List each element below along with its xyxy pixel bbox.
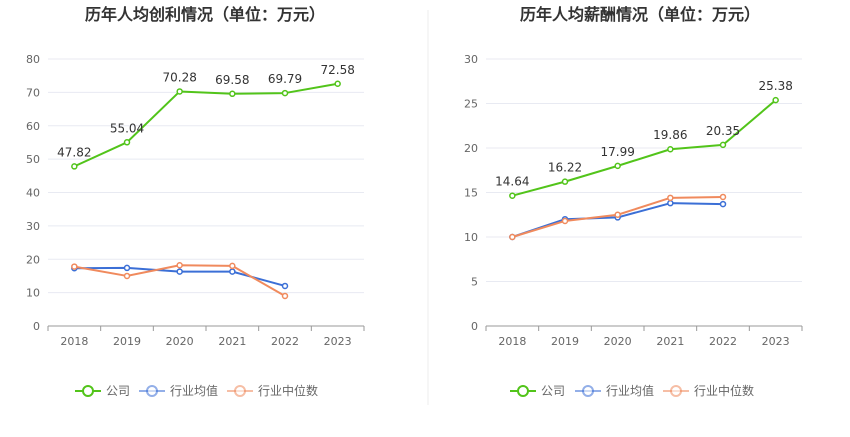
legend-label: 行业中位数: [694, 383, 754, 398]
profit-data-label: 69.79: [268, 72, 302, 86]
profit-data-label: 69.58: [215, 73, 249, 87]
profit-data-label: 47.82: [57, 145, 91, 159]
salary-x-tick-label: 2020: [604, 335, 632, 348]
profit-y-tick-label: 40: [26, 187, 40, 200]
profit-point-company[interactable]: [71, 163, 78, 170]
profit-point-industry_median[interactable]: [176, 262, 183, 269]
salary-point-company[interactable]: [667, 145, 674, 153]
profit-point-industry_median[interactable]: [71, 263, 78, 270]
profit-point-industry_avg[interactable]: [176, 268, 183, 275]
salary-point-company[interactable]: [561, 178, 569, 185]
salary-y-tick-label: 5: [471, 276, 478, 289]
salary-point-industry_median[interactable]: [509, 233, 516, 241]
profit-point-industry_median[interactable]: [281, 292, 289, 300]
salary-data-label: 17.99: [600, 145, 634, 159]
salary-y-tick-label: 25: [464, 98, 478, 111]
salary-y-tick-label: 0: [471, 320, 478, 333]
profit-chart-panel: 历年人均创利情况（单位：万元） 0 10 20 30 40 50 60 70 80 2018 201…: [26, 5, 365, 398]
salary-point-industry_avg[interactable]: [667, 199, 674, 207]
salary-legend-item-industry_median[interactable]: 行业中位数: [663, 383, 754, 398]
legend-label: 公司: [106, 384, 130, 398]
profit-y-tick-label: 10: [26, 287, 40, 300]
salary-y-tick-label: 30: [464, 53, 478, 66]
salary-point-industry_median[interactable]: [561, 217, 569, 225]
profit-x-tick-label: 2022: [271, 335, 299, 348]
salary-data-label: 20.35: [706, 124, 740, 138]
legend-circle-icon: [582, 385, 594, 397]
profit-point-industry_median[interactable]: [229, 262, 236, 270]
profit-point-industry_median[interactable]: [123, 272, 131, 280]
salary-chart-title: 历年人均薪酬情况（单位：万元）: [520, 5, 760, 24]
profit-point-company[interactable]: [281, 89, 289, 97]
profit-data-label: 55.04: [110, 121, 144, 135]
salary-series-line-company: [512, 99, 777, 197]
legend-label: 行业均值: [170, 383, 218, 398]
legend-circle-icon: [146, 385, 158, 397]
profit-y-tick-label: 70: [26, 86, 40, 99]
profit-y-tick-label: 20: [26, 253, 40, 266]
profit-y-tick-label: 0: [33, 320, 40, 333]
profit-x-tick-label: 2021: [218, 335, 246, 348]
profit-y-tick-label: 30: [26, 220, 40, 233]
profit-y-tick-label: 80: [26, 53, 40, 66]
legend-circle-icon: [82, 385, 94, 397]
profit-point-company[interactable]: [123, 139, 131, 146]
profit-point-industry_avg[interactable]: [281, 282, 289, 290]
salary-point-company[interactable]: [719, 141, 727, 149]
profit-chart-legend[interactable]: 公司 行业均值 行业中位数: [75, 383, 318, 398]
profit-legend-item-industry_avg[interactable]: 行业均值: [139, 383, 218, 398]
profit-x-tick-label: 2018: [60, 335, 88, 348]
salary-point-company[interactable]: [772, 96, 779, 104]
profit-chart-title: 历年人均创利情况（单位：万元）: [85, 5, 325, 24]
salary-point-industry_median[interactable]: [667, 194, 674, 202]
profit-data-label: 70.28: [162, 70, 196, 84]
salary-x-tick-label: 2018: [498, 335, 526, 348]
salary-point-industry_avg[interactable]: [719, 200, 727, 208]
profit-x-tick-label: 2019: [113, 335, 141, 348]
profit-legend-item-industry_median[interactable]: 行业中位数: [227, 383, 318, 398]
legend-circle-icon: [517, 385, 529, 397]
legend-label: 公司: [541, 384, 565, 398]
profit-y-tick-label: 50: [26, 153, 40, 166]
salary-legend-item-industry_avg[interactable]: 行业均值: [575, 383, 654, 398]
salary-x-tick-label: 2021: [656, 335, 684, 348]
profit-point-company[interactable]: [176, 88, 183, 95]
profit-x-tick-label: 2020: [166, 335, 194, 348]
salary-chart-panel: 历年人均薪酬情况（单位：万元） 0 5 10 15 20 25 30 2018 2019 2020…: [464, 5, 803, 398]
salary-legend-item-company[interactable]: 公司: [510, 384, 565, 398]
profit-point-industry_avg[interactable]: [123, 264, 131, 272]
salary-x-tick-label: 2023: [762, 335, 790, 348]
profit-point-company[interactable]: [229, 90, 236, 98]
legend-label: 行业中位数: [258, 383, 318, 398]
profit-series-line-company: [73, 82, 338, 168]
profit-y-tick-label: 60: [26, 120, 40, 133]
profit-point-company[interactable]: [334, 80, 341, 88]
salary-y-tick-label: 10: [464, 231, 478, 244]
legend-label: 行业均值: [606, 383, 654, 398]
salary-point-industry_median[interactable]: [719, 193, 727, 201]
profit-legend-item-company[interactable]: 公司: [75, 384, 130, 398]
salary-point-industry_median[interactable]: [614, 211, 621, 218]
salary-x-tick-label: 2019: [551, 335, 579, 348]
salary-data-label: 16.22: [548, 161, 582, 175]
profit-data-label: 72.58: [320, 63, 354, 77]
salary-chart-legend[interactable]: 公司 行业均值 行业中位数: [510, 383, 754, 398]
salary-point-company[interactable]: [509, 192, 516, 199]
salary-point-company[interactable]: [614, 162, 621, 170]
legend-circle-icon: [234, 385, 246, 397]
legend-circle-icon: [670, 385, 682, 397]
salary-y-tick-label: 15: [464, 187, 478, 200]
salary-y-tick-label: 20: [464, 142, 478, 155]
profit-point-industry_avg[interactable]: [229, 268, 236, 275]
salary-data-label: 14.64: [495, 175, 529, 189]
salary-data-label: 19.86: [653, 128, 687, 142]
salary-data-label: 25.38: [758, 79, 792, 93]
profit-x-tick-label: 2023: [324, 335, 352, 348]
salary-x-tick-label: 2022: [709, 335, 737, 348]
